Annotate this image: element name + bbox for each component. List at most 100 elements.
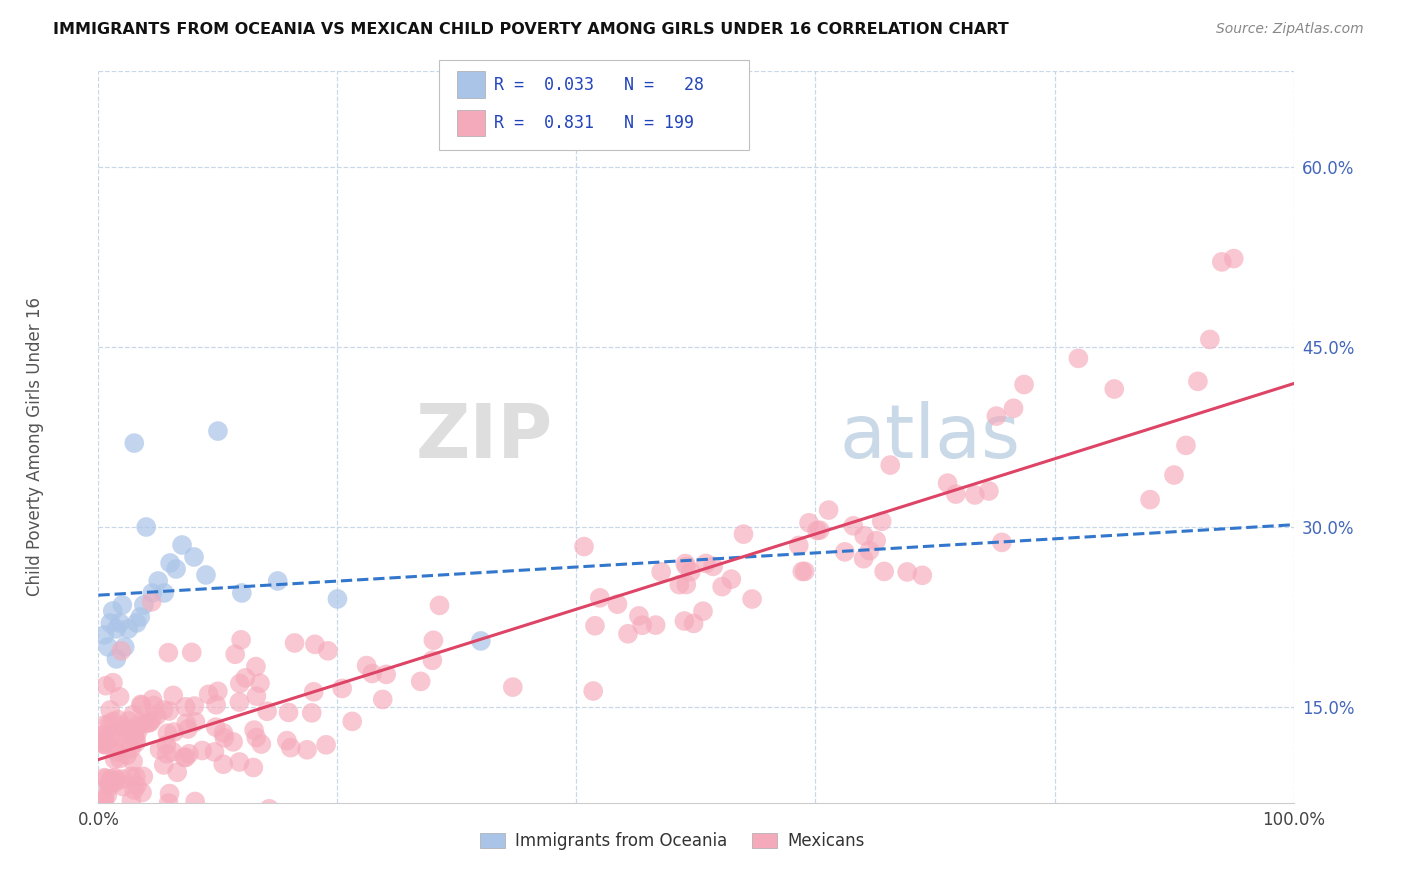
Point — [174, 716, 197, 731]
Point — [668, 577, 690, 591]
Point — [101, 714, 124, 729]
Point — [93, 718, 115, 732]
Point — [207, 684, 229, 698]
Point — [245, 731, 267, 745]
Point — [120, 741, 142, 756]
Point — [806, 524, 828, 538]
Point — [1211, 255, 1233, 269]
Point — [304, 637, 326, 651]
Text: Child Poverty Among Girls Under 16: Child Poverty Among Girls Under 16 — [27, 296, 44, 596]
Point — [142, 698, 165, 713]
Point — [583, 619, 606, 633]
Point — [682, 616, 704, 631]
Point — [120, 769, 142, 783]
Point — [98, 780, 121, 794]
Point — [631, 618, 654, 632]
Point — [204, 745, 226, 759]
Point — [129, 698, 152, 712]
Point — [172, 538, 194, 552]
Point — [93, 802, 115, 816]
Point — [502, 680, 524, 694]
Point — [93, 790, 115, 805]
Point — [117, 622, 139, 636]
Point — [165, 562, 187, 576]
Point — [733, 527, 755, 541]
Point — [132, 769, 155, 783]
Point — [375, 667, 398, 681]
Point — [1163, 468, 1185, 483]
Point — [361, 666, 384, 681]
Point — [1002, 401, 1025, 416]
Point — [793, 564, 815, 578]
Point — [93, 794, 115, 808]
Point — [156, 726, 179, 740]
Point — [1175, 438, 1198, 452]
Point — [235, 671, 257, 685]
Point — [177, 722, 200, 736]
Point — [787, 538, 810, 552]
Point — [720, 572, 742, 586]
Point — [879, 458, 901, 472]
Point — [1012, 377, 1035, 392]
Point — [145, 708, 167, 723]
Point — [100, 774, 122, 789]
Point — [695, 557, 717, 571]
Point — [865, 533, 887, 548]
Point — [93, 738, 115, 752]
Point — [257, 802, 280, 816]
Point — [174, 750, 197, 764]
Point — [141, 713, 163, 727]
Point — [114, 723, 136, 737]
Point — [852, 551, 875, 566]
Point — [127, 724, 149, 739]
Point — [229, 676, 252, 690]
Point — [606, 597, 628, 611]
Point — [245, 659, 267, 673]
Point — [105, 622, 128, 636]
Point — [101, 604, 124, 618]
Point — [157, 646, 180, 660]
Point — [222, 735, 245, 749]
Point — [870, 514, 893, 528]
Point — [148, 742, 170, 756]
Point — [94, 679, 117, 693]
Point — [104, 752, 127, 766]
Point — [650, 565, 672, 579]
Point — [183, 549, 205, 564]
Point — [675, 577, 697, 591]
Point — [986, 409, 1008, 423]
Point — [792, 565, 814, 579]
Point — [963, 488, 986, 502]
Point — [93, 737, 115, 751]
Point — [267, 574, 290, 588]
Point — [93, 727, 115, 741]
Point — [702, 559, 724, 574]
Point — [155, 738, 177, 752]
Point — [617, 627, 640, 641]
Point — [228, 695, 250, 709]
Point — [112, 780, 135, 794]
Point — [315, 738, 337, 752]
Point — [191, 743, 214, 757]
Point — [184, 795, 207, 809]
Point — [356, 658, 378, 673]
Point — [93, 737, 115, 751]
Point — [214, 731, 236, 745]
Point — [301, 706, 323, 720]
Point — [141, 595, 163, 609]
Point — [256, 704, 278, 718]
Point — [159, 556, 181, 570]
Point — [97, 778, 120, 792]
Point — [224, 647, 246, 661]
Point — [183, 699, 205, 714]
Point — [842, 518, 865, 533]
Point — [131, 786, 153, 800]
Point — [122, 755, 145, 769]
Point — [122, 707, 145, 722]
Point — [853, 529, 876, 543]
Point — [212, 757, 235, 772]
Point — [104, 771, 127, 785]
Point — [139, 715, 162, 730]
Point — [277, 706, 299, 720]
Point — [108, 690, 131, 704]
